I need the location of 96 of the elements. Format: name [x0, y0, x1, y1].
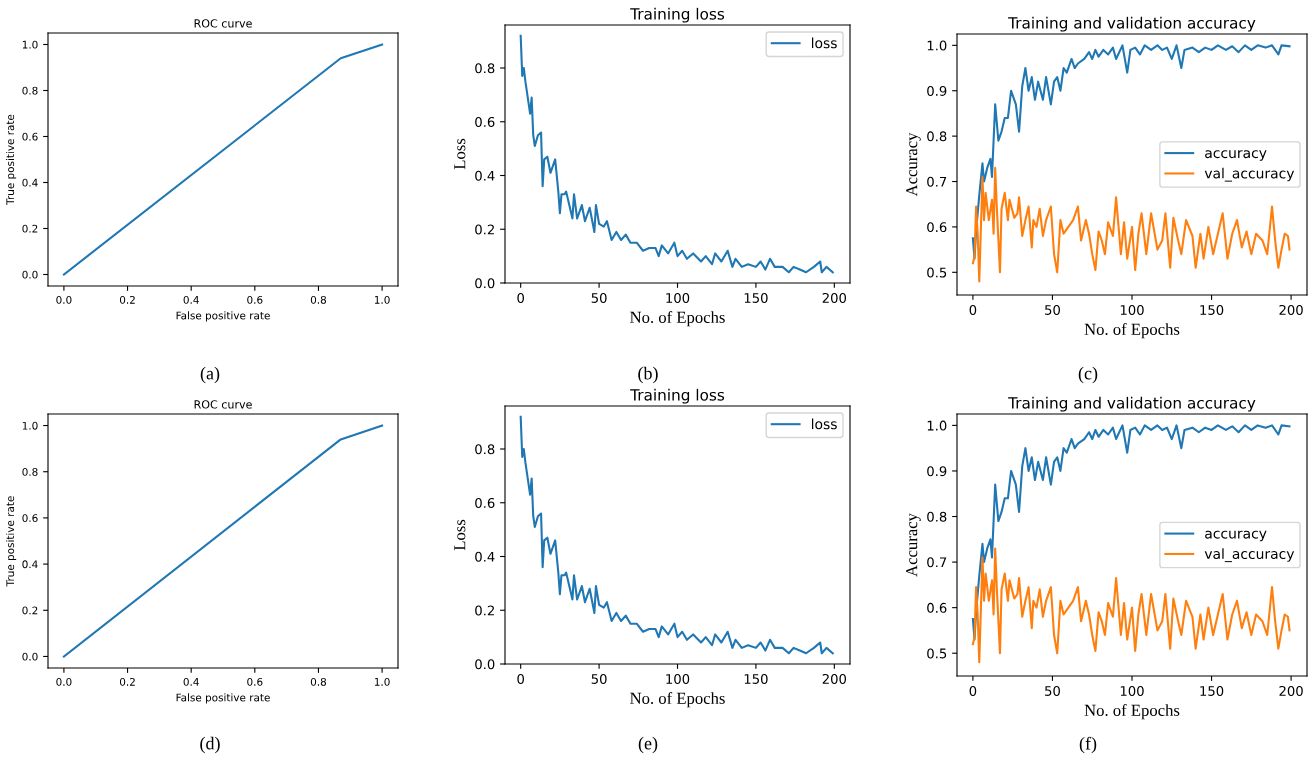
legend-label: loss — [811, 418, 837, 430]
x-tick-label: 50 — [1045, 685, 1060, 696]
y-tick-label: 0.0 — [22, 652, 38, 661]
x-tick-label: 0.2 — [119, 295, 135, 304]
y-tick-label: 0.8 — [22, 86, 38, 95]
chart-title: Training loss — [630, 7, 725, 23]
y-tick-label: 0.6 — [475, 497, 495, 508]
x-tick-label: 200 — [822, 673, 847, 684]
x-tick-label: 1.0 — [374, 295, 390, 304]
x-tick-label: 100 — [1120, 304, 1144, 315]
x-tick-label: 50 — [1045, 304, 1060, 315]
x-tick-label: 150 — [1200, 685, 1224, 696]
x-tick-label: 150 — [1200, 304, 1224, 315]
y-tick-label: 0.4 — [22, 178, 38, 187]
x-tick-label: 100 — [1120, 685, 1144, 696]
text: (d) — [200, 736, 220, 754]
x-tick-label: 150 — [744, 292, 768, 303]
x-tick-label: 100 — [666, 292, 690, 303]
y-tick-label: 0.4 — [22, 560, 38, 569]
x-tick-label: 0.6 — [247, 295, 263, 304]
x-axis-title: No. of Epochs — [1084, 323, 1180, 339]
text: (f) — [1079, 736, 1097, 754]
y-axis-title: Accuracy — [906, 132, 921, 197]
x-tick-label: 1.0 — [374, 677, 390, 686]
y-tick-label: 1.0 — [927, 40, 947, 51]
chart-title: ROC curve — [194, 19, 252, 28]
x-tick-label: 200 — [1279, 685, 1303, 696]
y-tick-label: 0.8 — [927, 131, 947, 142]
x-tick-label: 0.4 — [183, 295, 199, 304]
x-tick-label: 150 — [744, 673, 768, 684]
y-tick-label: 0.4 — [475, 170, 495, 181]
y-tick-label: 0.2 — [475, 224, 494, 235]
y-tick-label: 0.6 — [927, 222, 947, 233]
x-tick-label: 0.0 — [56, 295, 72, 304]
y-tick-label: 0.8 — [475, 444, 495, 455]
x-tick-label: 100 — [666, 673, 690, 684]
x-tick-label: 0.6 — [247, 677, 263, 686]
x-tick-label: 200 — [1279, 304, 1303, 315]
y-axis-title: True positive rate — [6, 496, 17, 587]
y-tick-label: 0.6 — [22, 514, 38, 523]
x-axis-title: False positive rate — [176, 311, 270, 322]
y-tick-label: 0.0 — [22, 270, 38, 279]
y-tick-label: 0.5 — [927, 267, 947, 278]
text: (a) — [200, 366, 220, 384]
y-axis-title: Loss — [454, 138, 466, 170]
y-tick-label: 0.8 — [22, 467, 38, 476]
legend-label: val_accuracy — [1204, 548, 1295, 563]
y-tick-label: 1.0 — [22, 40, 38, 49]
x-tick-label: 200 — [822, 292, 847, 303]
x-tick-label: 0 — [517, 673, 524, 684]
text: (e) — [638, 736, 658, 754]
y-tick-label: 0.9 — [927, 85, 947, 96]
chart-title: Training and validation accuracy — [1008, 16, 1256, 32]
y-tick-label: 1.0 — [927, 420, 947, 431]
x-tick-label: 0.2 — [119, 677, 135, 686]
x-tick-label: 0.8 — [310, 295, 327, 304]
y-tick-label: 0.6 — [22, 132, 38, 141]
y-tick-label: 0.2 — [22, 606, 38, 615]
legend-label: accuracy — [1205, 150, 1267, 161]
x-axis-title: False positive rate — [176, 693, 270, 704]
y-axis-title: True positive rate — [6, 114, 17, 205]
chart-title: Training and validation accuracy — [1008, 396, 1256, 412]
text: (c) — [1078, 366, 1098, 384]
y-tick-label: 0.6 — [475, 116, 495, 127]
chart-title: ROC curve — [194, 400, 252, 409]
x-tick-label: 0.8 — [310, 677, 327, 686]
legend-label: val_accuracy — [1204, 167, 1295, 182]
x-tick-label: 0 — [517, 292, 524, 303]
y-tick-label: 1.0 — [22, 421, 38, 430]
y-axis-title: Loss — [454, 519, 466, 551]
y-tick-label: 0.7 — [927, 557, 947, 568]
x-tick-label: 0 — [969, 685, 977, 696]
y-tick-label: 0.2 — [475, 605, 494, 616]
y-tick-label: 0.0 — [475, 278, 495, 289]
text: (b) — [638, 366, 658, 384]
y-tick-label: 0.5 — [927, 648, 947, 659]
x-axis-title: No. of Epochs — [630, 311, 725, 327]
y-tick-label: 0.9 — [927, 466, 947, 477]
x-tick-label: 0 — [969, 304, 977, 315]
y-tick-label: 0.7 — [927, 176, 947, 187]
x-axis-title: No. of Epochs — [1084, 704, 1180, 720]
x-tick-label: 50 — [591, 292, 607, 303]
x-tick-label: 0.4 — [183, 677, 199, 686]
legend-label: accuracy — [1205, 530, 1267, 542]
x-tick-label: 0.0 — [56, 677, 72, 686]
y-tick-label: 0.8 — [927, 511, 947, 522]
legend-label: loss — [811, 37, 837, 49]
x-tick-label: 50 — [591, 673, 607, 684]
y-axis-title: Accuracy — [906, 513, 921, 577]
y-tick-label: 0.6 — [927, 602, 947, 613]
y-tick-label: 0.4 — [475, 551, 495, 562]
y-tick-label: 0.0 — [475, 659, 495, 670]
y-tick-label: 0.2 — [22, 224, 38, 233]
y-tick-label: 0.8 — [475, 63, 495, 74]
chart-title: Training loss — [630, 388, 725, 404]
x-axis-title: No. of Epochs — [630, 692, 725, 708]
